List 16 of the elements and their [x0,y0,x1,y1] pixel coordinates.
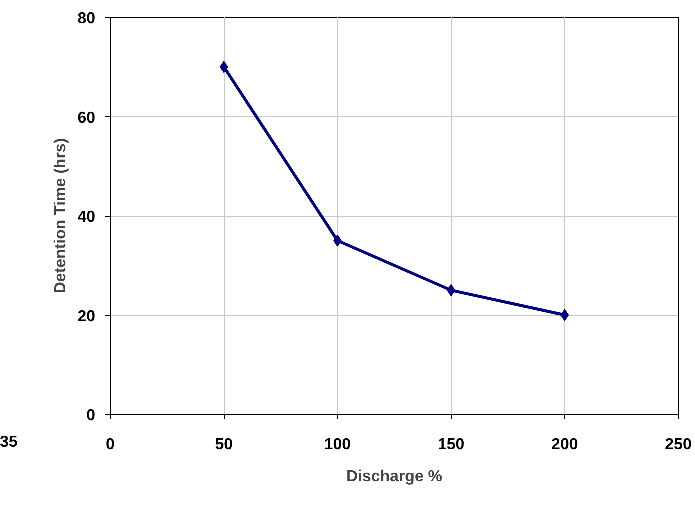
x-tick-label: 100 [324,436,352,454]
x-tick-label: 250 [665,436,692,454]
y-tick-label: 80 [78,10,96,28]
y-tick-label: 40 [78,209,96,226]
x-tick-label: 0 [106,436,116,454]
y-axis-title: Detention Time (hrs) [52,138,70,294]
x-tick-label: 200 [552,436,578,454]
x-tick-label: 50 [215,436,234,454]
y-tick-label: 0 [86,408,96,424]
x-tick-label: 150 [438,436,465,454]
y-tick-label: 60 [78,110,96,127]
y-tick-label: 20 [78,308,96,326]
text: 35 [0,433,18,453]
point [220,61,228,74]
point [560,309,570,322]
x-axis-title: Discharge % [346,468,443,486]
